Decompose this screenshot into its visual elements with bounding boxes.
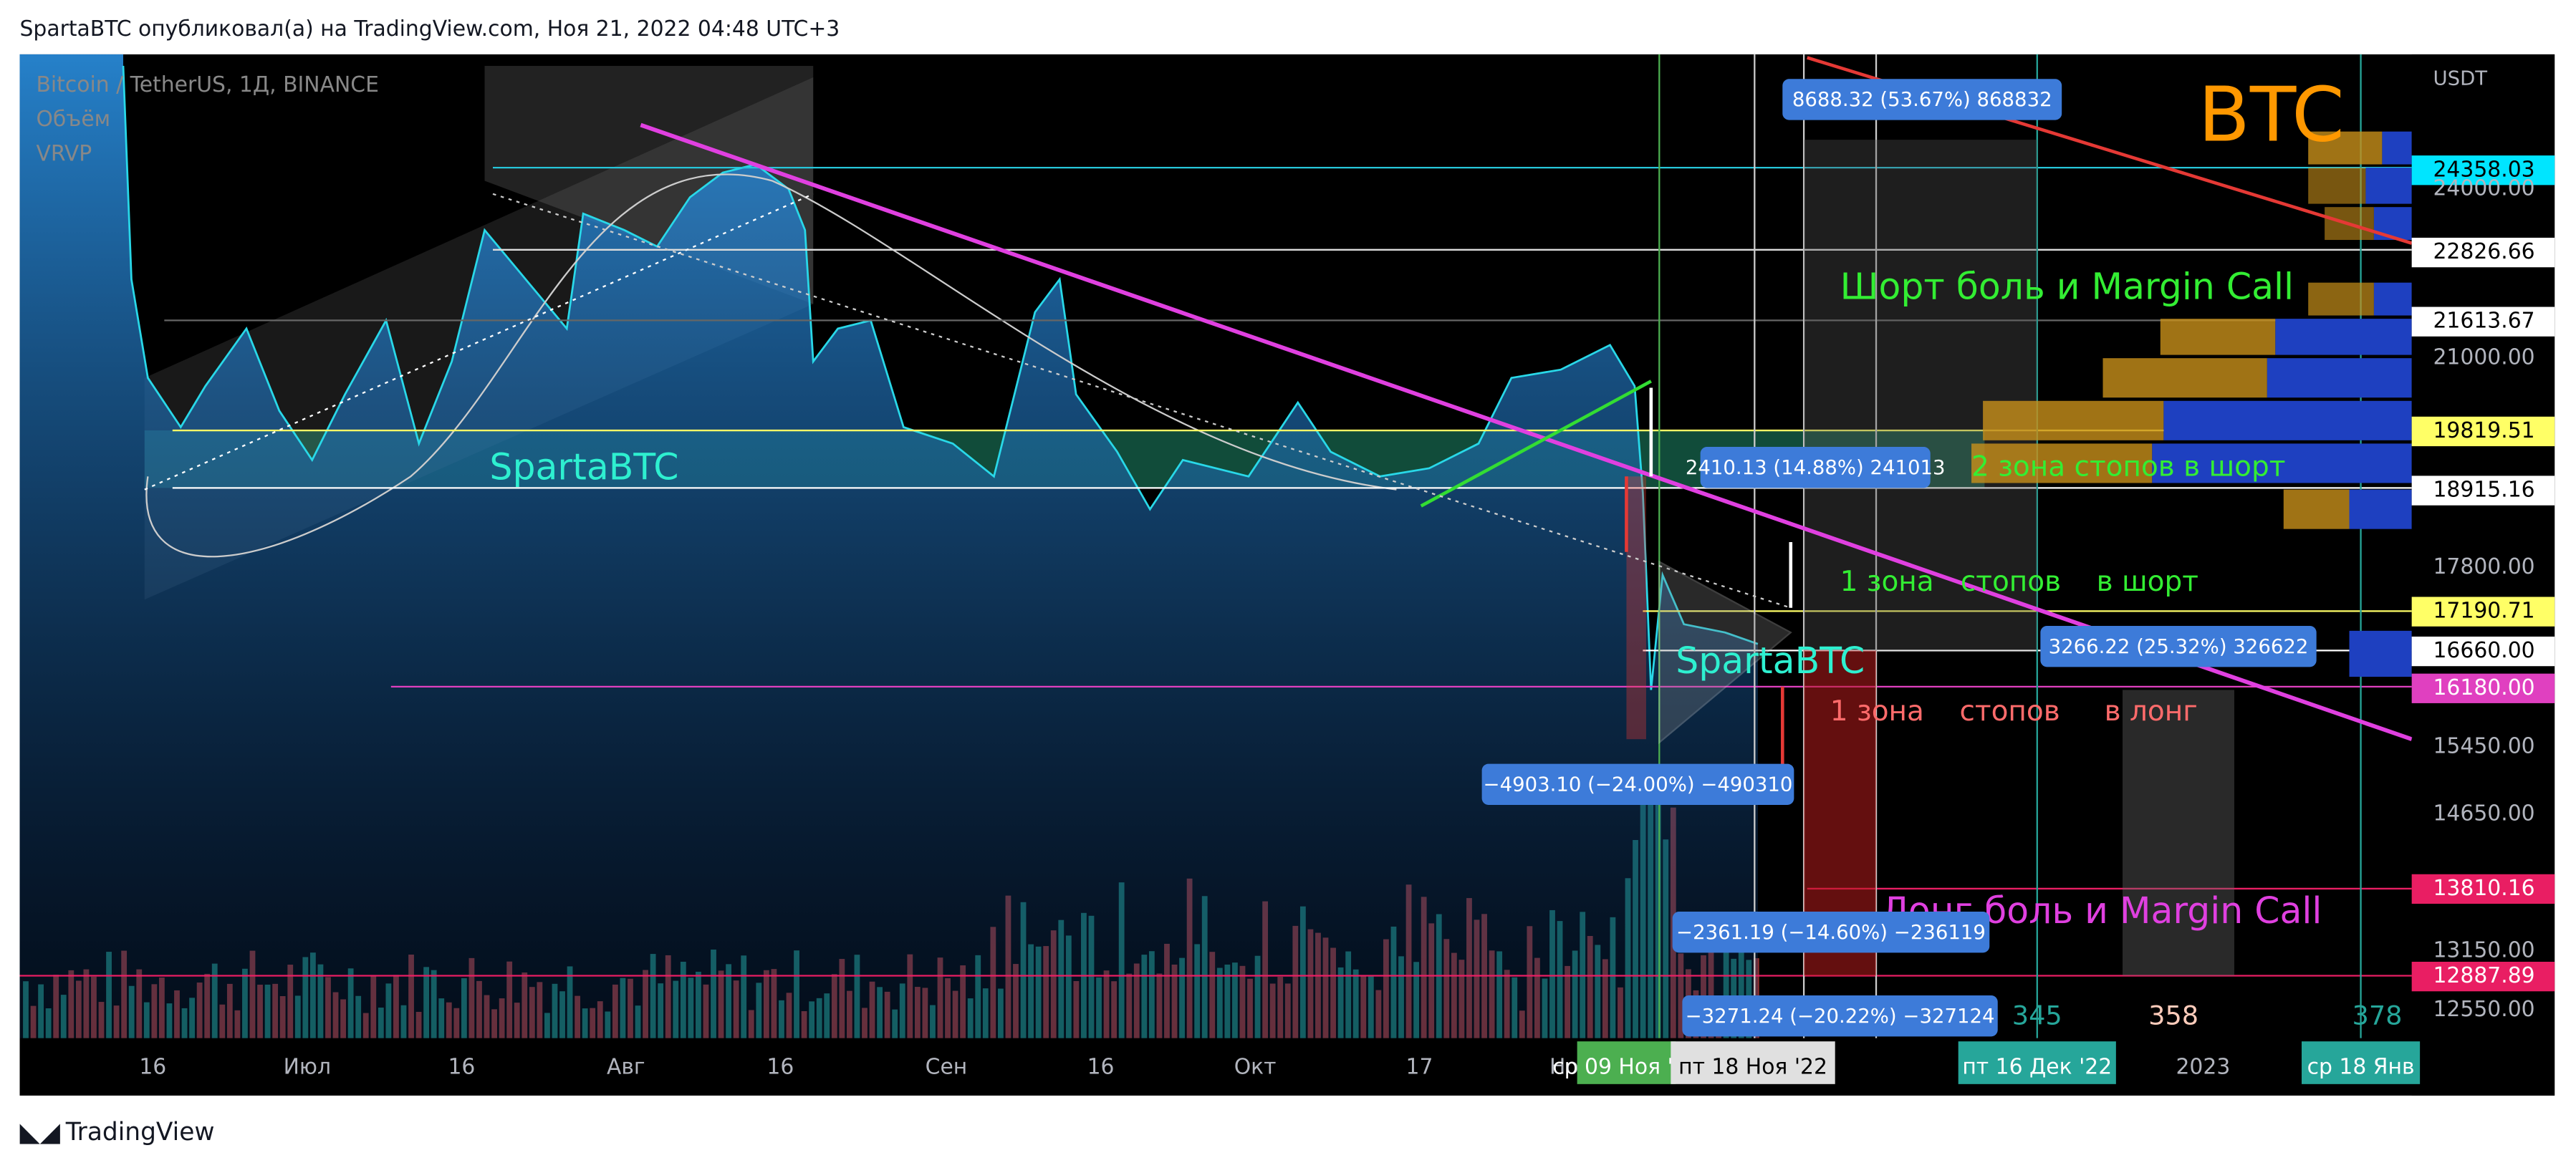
annotation: BTC xyxy=(2198,70,2345,158)
time-label: Окт xyxy=(1234,1054,1277,1079)
legend-profile: VRVP xyxy=(36,141,92,166)
trendline xyxy=(144,193,814,491)
header-title: SpartaBTC опубликовал(а) на TradingView.… xyxy=(20,16,840,42)
price-label: 19819.51 xyxy=(2433,418,2534,443)
time-label: пт 18 Ноя '22 xyxy=(1678,1054,1827,1079)
logo-mark: ◣◢ xyxy=(20,1116,61,1147)
price-label: 21613.67 xyxy=(2433,309,2534,334)
time-label: Авг xyxy=(607,1054,645,1079)
price-label: 17800.00 xyxy=(2433,554,2534,579)
price-label-box xyxy=(2411,874,2555,904)
annotation: SpartaBTC xyxy=(1676,639,1865,682)
price-label: 24358.03 xyxy=(2433,157,2534,182)
measure-box xyxy=(2040,625,2317,667)
time-label: Но xyxy=(1549,1054,1579,1079)
measures: 8688.32 (53.67%) 868832 2410.13 (14.88%) … xyxy=(1481,79,2317,1037)
price-label: 13810.16 xyxy=(2433,876,2534,901)
price-area xyxy=(19,54,1758,1038)
trendline xyxy=(492,193,1792,609)
triangle xyxy=(1658,560,1792,745)
price-label: 16180.00 xyxy=(2433,675,2534,700)
annotation: 2 зона стопов в шорт xyxy=(1971,450,2285,483)
price-axis xyxy=(2411,54,2555,1096)
bar-count: 378 xyxy=(2352,1000,2402,1031)
price-label-box xyxy=(2411,476,2555,506)
time-label-box xyxy=(1671,1041,1835,1084)
price-label-box xyxy=(2411,673,2555,703)
time-label: Сен xyxy=(926,1054,968,1079)
price-label-box xyxy=(2411,155,2555,185)
annotation: SpartaBTC xyxy=(489,446,678,488)
axis-unit: USDT xyxy=(2433,67,2487,90)
volume-profile xyxy=(1971,131,2412,677)
legend-volume: Объём xyxy=(36,107,110,132)
price-label-box xyxy=(2411,307,2555,337)
range xyxy=(2123,690,2234,976)
price-label: 12550.00 xyxy=(2433,997,2534,1022)
price-label-box xyxy=(2411,636,2555,667)
time-label: 16 xyxy=(1087,1054,1115,1079)
price-label-box xyxy=(2411,597,2555,627)
measure-label: −3271.24 (−20.22%) −327124 xyxy=(1686,1005,1995,1028)
price-label-box xyxy=(2411,237,2555,268)
legend-symbol: Bitcoin / TetherUS, 1Д, BINANCE xyxy=(36,72,378,97)
measure-label: −2361.19 (−14.60%) −236119 xyxy=(1676,921,1986,944)
price-label: 15450.00 xyxy=(2433,733,2534,758)
measure-label: 2410.13 (14.88%) 241013 xyxy=(1686,456,1946,479)
price-label: 16660.00 xyxy=(2433,638,2534,663)
time-label: пт 16 Дек '22 xyxy=(1962,1054,2112,1079)
price-label: 12887.89 xyxy=(2433,963,2534,988)
time-label: 17 xyxy=(1406,1054,1433,1079)
measure-box xyxy=(1682,995,1998,1037)
time-label: Июл xyxy=(284,1054,331,1079)
price-label: 24000.00 xyxy=(2433,175,2534,201)
bar-count: 345 xyxy=(2012,1000,2062,1031)
time-label: 16 xyxy=(766,1054,794,1079)
price-label: 22826.66 xyxy=(2433,239,2534,264)
price-label: 21000.00 xyxy=(2433,345,2534,370)
price-label-box xyxy=(2411,961,2555,992)
time-label: 16 xyxy=(139,1054,166,1079)
measure-box xyxy=(1481,763,1794,805)
ma xyxy=(145,173,1397,558)
annotation: 1 зона стопов в шорт xyxy=(1840,566,2198,598)
price-label: 13150.00 xyxy=(2433,938,2534,963)
measure-box xyxy=(1700,447,1931,488)
price-label: 18915.16 xyxy=(2433,478,2534,503)
price-label-box xyxy=(2411,416,2555,447)
annotation: Шорт боль и Margin Call xyxy=(1840,265,2294,307)
bar-count: 358 xyxy=(2148,1000,2198,1031)
price-label: 14650.00 xyxy=(2433,801,2534,826)
time-label: 2023 xyxy=(2176,1054,2230,1079)
range xyxy=(1804,140,2037,651)
footer-brand: TradingView xyxy=(65,1118,215,1147)
price-label: 17190.71 xyxy=(2433,599,2534,624)
measure-box xyxy=(1672,912,1990,953)
trendline xyxy=(1420,380,1652,508)
annotation: 1 зона стопов в лонг xyxy=(1830,695,2198,728)
time-label-box xyxy=(1958,1041,2116,1084)
range xyxy=(1626,476,1646,740)
time-label: ср 18 Янв xyxy=(2307,1054,2415,1079)
measure-label: 3266.22 (25.32%) 326622 xyxy=(2049,635,2309,658)
measure-label: −4903.10 (−24.00%) −490310 xyxy=(1484,773,1793,796)
time-label: 16 xyxy=(448,1054,475,1079)
measure-box xyxy=(1782,79,2062,120)
time-label-box xyxy=(2302,1041,2421,1084)
measure-label: 8688.32 (53.67%) 868832 xyxy=(1792,88,2052,111)
time-label-box xyxy=(1577,1041,1676,1084)
